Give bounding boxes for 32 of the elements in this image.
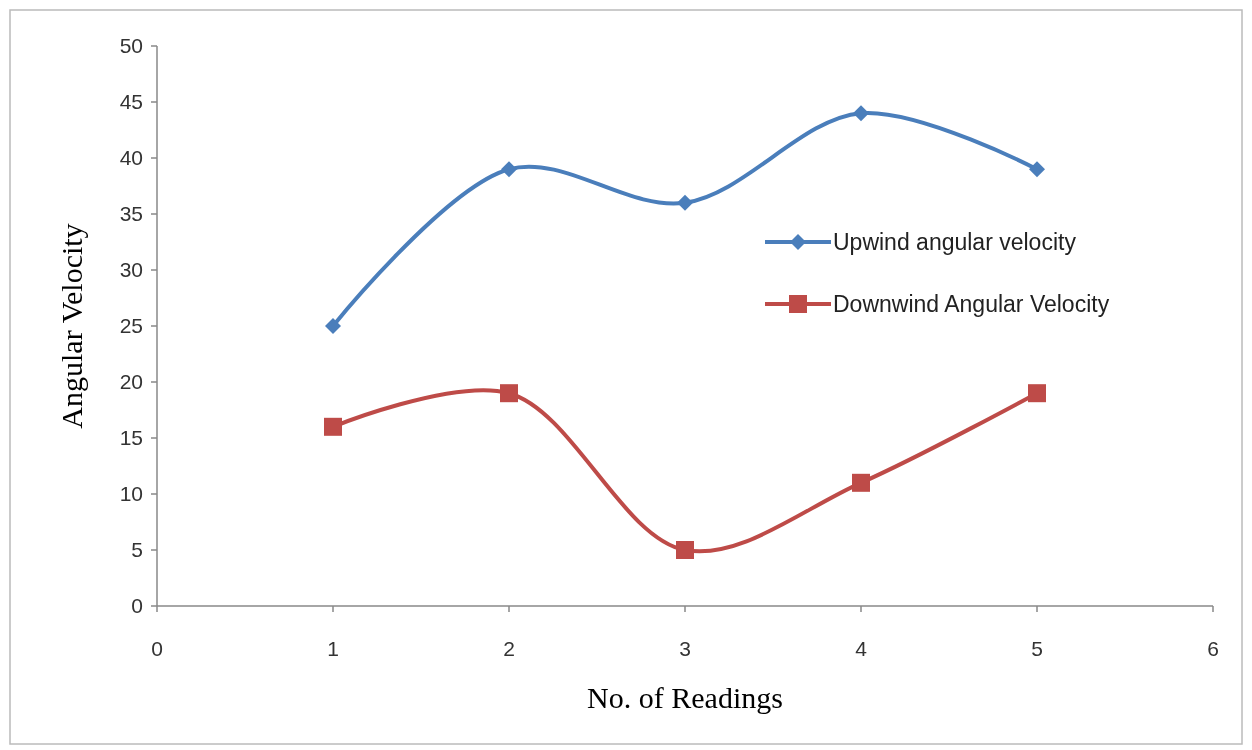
x-tick-label: 6 — [1207, 637, 1219, 660]
y-tick-label: 35 — [119, 202, 143, 226]
y-tick-label: 25 — [119, 314, 143, 338]
y-tick-label: 15 — [119, 426, 143, 450]
y-tick-label: 50 — [119, 34, 143, 58]
y-axis-title: Angular Velocity — [55, 223, 88, 429]
x-tick-label: 1 — [327, 637, 339, 660]
y-tick-label: 30 — [119, 258, 143, 282]
x-tick-label: 3 — [679, 637, 691, 660]
y-tick-label: 20 — [119, 370, 143, 394]
point — [325, 318, 341, 334]
legend-label: Upwind angular velocity — [833, 229, 1077, 256]
y-tick-label: 45 — [119, 90, 143, 114]
y-tick-label: 40 — [119, 146, 143, 170]
x-tick-label: 5 — [1031, 637, 1043, 660]
point — [676, 541, 694, 559]
x-tick-label: 2 — [503, 637, 515, 660]
point — [853, 105, 869, 122]
point — [1028, 384, 1046, 403]
y-tick-label: 5 — [131, 538, 143, 562]
point — [324, 417, 342, 436]
x-tick-label: 4 — [855, 637, 868, 660]
legend-label: Downwind Angular Velocity — [833, 291, 1110, 318]
x-axis-title: No. of Readings — [587, 681, 783, 714]
y-tick-label: 10 — [119, 482, 143, 506]
y-tick-label: 0 — [131, 594, 143, 618]
x-tick-label: 0 — [151, 637, 163, 660]
point — [1029, 161, 1045, 178]
point — [677, 194, 693, 211]
point — [501, 161, 517, 178]
point — [852, 473, 870, 492]
point — [500, 384, 518, 403]
